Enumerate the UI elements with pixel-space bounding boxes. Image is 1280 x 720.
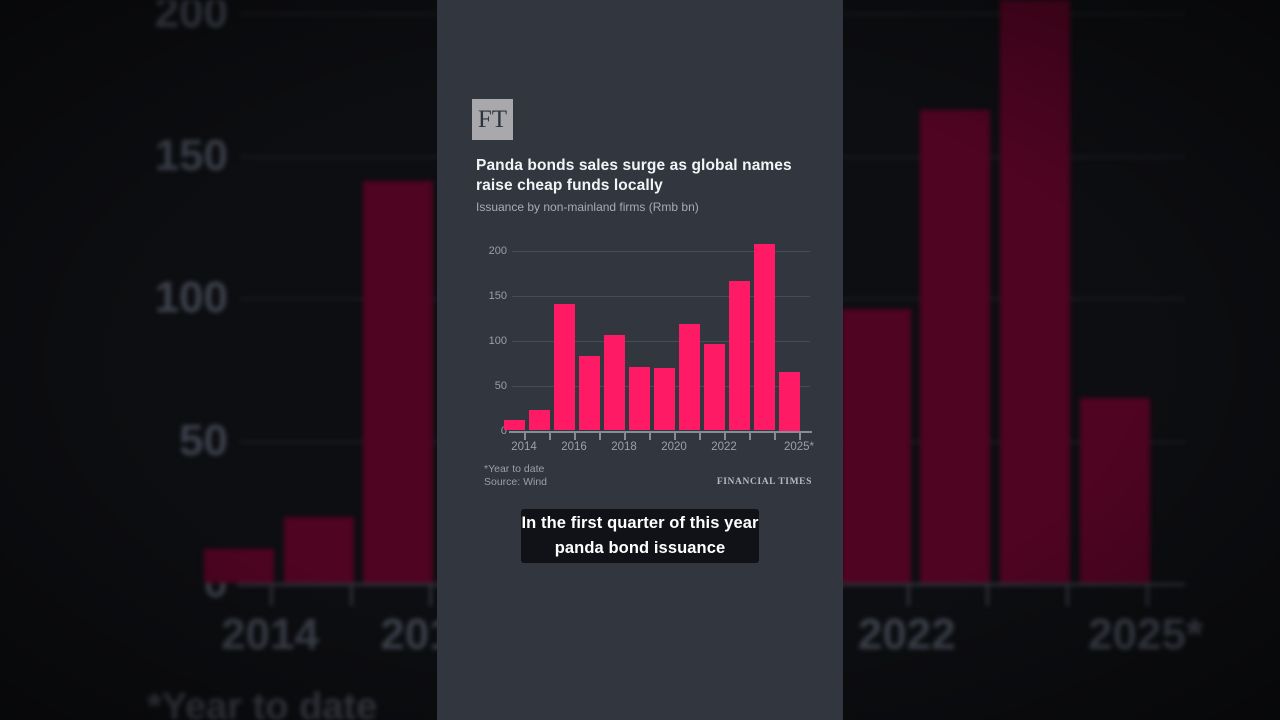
x-axis-label-2014: 2014 xyxy=(511,440,537,453)
x-tick-2021 xyxy=(699,432,701,440)
bar-2023 xyxy=(728,281,750,431)
caption-line-1: In the first quarter of this year xyxy=(521,514,759,532)
x-tick-2024 xyxy=(774,432,776,440)
x-tick-2020 xyxy=(674,432,676,440)
bg-bar-2023 xyxy=(920,109,991,583)
footnote-note: *Year to date xyxy=(484,463,545,475)
bar-2018 xyxy=(603,335,625,431)
bg-x-tick-2022 xyxy=(906,586,910,606)
x-tick-2015 xyxy=(549,432,551,440)
bg-x-tick-2016 xyxy=(429,586,433,606)
bg-bar-2024 xyxy=(1000,0,1070,583)
bar-2021 xyxy=(678,324,700,431)
bg-bar-2014 xyxy=(204,548,274,583)
y-axis-label-100: 100 xyxy=(488,334,507,347)
bg-x-axis-label-2014: 2014 xyxy=(150,610,390,660)
bg-x-tick-2015 xyxy=(349,586,353,606)
x-axis-label-2016: 2016 xyxy=(561,440,587,453)
bar-2022 xyxy=(703,344,725,431)
y-axis-label-50: 50 xyxy=(494,379,507,392)
x-tick-2019 xyxy=(649,432,651,440)
bar-2016 xyxy=(553,303,575,431)
x-tick-2017 xyxy=(599,432,601,440)
caption-overlay: In the first quarter of this year panda … xyxy=(521,509,759,563)
bg-bar-2016 xyxy=(363,181,434,583)
bar-2017 xyxy=(578,355,600,431)
x-tick-2025* xyxy=(799,432,801,440)
bg-footnote-note: *Year to date xyxy=(147,686,377,720)
phone-panel: FT Panda bonds sales surge as global nam… xyxy=(437,0,843,720)
bar-chart: 0 50 100 150 200 2014 2016 2018 2020 2022 2025* xyxy=(437,240,843,464)
y-axis-label-150: 150 xyxy=(488,289,507,302)
bg-bar-2022 xyxy=(840,309,911,583)
y-axis-label-200: 200 xyxy=(488,244,507,257)
bar-2015 xyxy=(528,409,550,431)
ft-logo: FT xyxy=(472,99,513,140)
bar-2025* xyxy=(778,372,800,431)
bg-x-tick-2024 xyxy=(1066,586,1069,606)
bg-x-axis-label-2022: 2022 xyxy=(787,610,1027,660)
bg-y-axis-label-200: 200 xyxy=(58,0,228,39)
bar-2020 xyxy=(653,368,675,431)
x-tick-2022 xyxy=(724,432,726,440)
y-axis-label-0: 0 xyxy=(500,424,507,437)
gridline-200 xyxy=(512,250,810,252)
bg-x-tick-2014 xyxy=(270,586,273,606)
chart-title: Panda bonds sales surge as global names … xyxy=(476,157,792,194)
x-tick-2016 xyxy=(574,432,576,440)
bg-y-axis-label-100: 100 xyxy=(58,272,228,324)
chart-subtitle: Issuance by non-mainland firms (Rmb bn) xyxy=(476,200,699,214)
x-axis-line xyxy=(509,430,812,433)
gridline-150 xyxy=(512,295,810,297)
gridline-100 xyxy=(512,340,810,342)
x-tick-2023 xyxy=(749,432,751,440)
x-tick-2014 xyxy=(524,432,526,440)
x-axis-label-2020: 2020 xyxy=(661,440,687,453)
x-axis-label-2022: 2022 xyxy=(711,440,737,453)
footnote: *Year to date Source: Wind xyxy=(484,463,547,489)
bar-2019 xyxy=(628,366,650,431)
caption-line-2: panda bond issuance xyxy=(554,539,726,557)
bg-bar-2015 xyxy=(283,517,354,583)
bg-x-axis-label-2025*: 2025* xyxy=(1026,610,1266,660)
financial-times-watermark: FINANCIAL TIMES xyxy=(716,477,812,487)
footnote-source: Source: Wind xyxy=(484,476,548,488)
bg-x-tick-2025* xyxy=(1145,586,1149,606)
bg-y-axis-label-50: 50 xyxy=(58,415,228,467)
bar-2014 xyxy=(503,419,525,431)
x-axis-label-2025*: 2025* xyxy=(783,440,815,453)
bar-2024 xyxy=(753,244,775,431)
bg-y-axis-label-150: 150 xyxy=(58,130,228,182)
bg-x-tick-2023 xyxy=(986,586,990,606)
bg-bar-2025* xyxy=(1079,397,1150,583)
x-tick-2018 xyxy=(624,432,626,440)
x-axis-label-2018: 2018 xyxy=(611,440,637,453)
